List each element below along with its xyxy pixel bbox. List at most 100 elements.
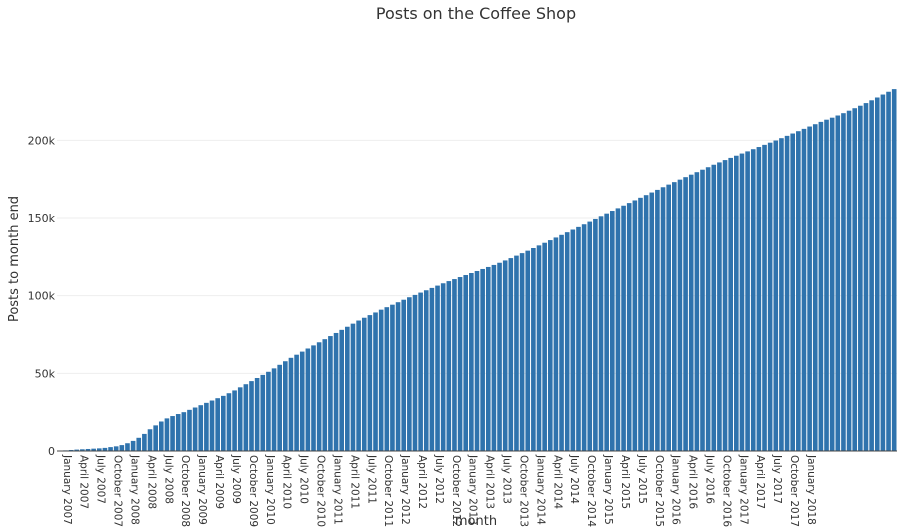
bar xyxy=(553,237,559,451)
bar xyxy=(796,131,801,451)
bar xyxy=(519,253,525,451)
bar xyxy=(254,378,260,451)
bar xyxy=(846,110,852,451)
bar xyxy=(350,323,356,451)
x-tick-label: July 2013 xyxy=(501,454,513,504)
bar xyxy=(198,405,204,451)
bar xyxy=(474,270,480,451)
x-tick-label: January 2010 xyxy=(264,454,276,525)
x-tick-label: January 2015 xyxy=(602,454,614,525)
bar xyxy=(750,149,756,451)
bar xyxy=(221,395,226,451)
bar xyxy=(108,447,113,451)
x-tick-label: April 2015 xyxy=(619,455,631,509)
bar xyxy=(271,368,277,451)
bar xyxy=(181,412,187,451)
bar xyxy=(125,443,130,451)
bars xyxy=(57,89,897,452)
bar xyxy=(384,307,390,451)
bar xyxy=(260,374,266,451)
bar xyxy=(705,167,711,452)
bar xyxy=(226,393,232,451)
bar xyxy=(457,277,463,451)
x-tick-label: January 2017 xyxy=(737,454,749,525)
bar xyxy=(96,448,102,451)
bar xyxy=(80,449,85,451)
bar xyxy=(452,279,457,451)
bar xyxy=(192,407,198,451)
x-tick-label: April 2017 xyxy=(754,455,766,509)
x-tick-label: April 2010 xyxy=(281,455,293,509)
bar xyxy=(531,248,536,451)
x-tick-label: April 2007 xyxy=(78,455,90,509)
x-tick-label: July 2016 xyxy=(704,454,716,504)
bar xyxy=(68,449,74,451)
bar xyxy=(412,294,418,451)
x-tick-label: October 2009 xyxy=(247,455,259,527)
bar xyxy=(311,345,316,451)
x-tick-label: July 2014 xyxy=(568,454,580,504)
bar xyxy=(649,192,655,452)
bar xyxy=(367,315,373,451)
bar xyxy=(581,224,587,451)
bar xyxy=(547,240,553,451)
bar xyxy=(294,354,299,451)
bar xyxy=(407,297,412,451)
bar xyxy=(204,402,209,451)
x-tick-label: July 2011 xyxy=(365,454,377,504)
bar xyxy=(102,447,108,451)
bar xyxy=(237,387,243,451)
bar xyxy=(74,449,80,451)
bar xyxy=(835,115,841,451)
y-tick-label: 200k xyxy=(28,134,56,147)
bar xyxy=(874,97,880,452)
x-tick-label: January 2016 xyxy=(670,454,682,525)
bar xyxy=(305,348,311,451)
bar xyxy=(626,203,632,451)
y-tick-label: 100k xyxy=(28,290,56,303)
x-tick-label: July 2007 xyxy=(95,454,107,504)
bar xyxy=(440,283,446,451)
bar xyxy=(717,162,722,452)
x-tick-label: January 2007 xyxy=(61,454,73,525)
bar xyxy=(497,262,502,451)
bar xyxy=(880,94,886,451)
y-tick-label: 50k xyxy=(35,367,56,380)
bar xyxy=(824,119,829,451)
bar xyxy=(677,179,683,451)
bar xyxy=(356,320,361,451)
bar xyxy=(756,147,762,452)
bar xyxy=(621,205,626,451)
y-axis-title: Posts to month end xyxy=(7,196,22,322)
bar xyxy=(587,221,593,451)
bar xyxy=(728,157,733,451)
bar xyxy=(812,124,818,452)
bar xyxy=(277,364,282,451)
bar xyxy=(446,281,452,451)
bar xyxy=(784,135,790,452)
x-tick-label: January 2018 xyxy=(805,454,817,525)
x-tick-label: January 2013 xyxy=(467,454,479,525)
bar xyxy=(722,160,728,451)
y-axis-ticks: 0 50k 100k 150k 200k xyxy=(28,134,56,458)
bar xyxy=(655,189,660,451)
x-tick-label: October 2008 xyxy=(179,455,191,527)
bar xyxy=(339,329,345,451)
bar xyxy=(333,332,339,451)
bar xyxy=(869,100,874,451)
bar xyxy=(773,140,779,451)
bar xyxy=(559,234,564,451)
bar xyxy=(164,418,170,451)
bar xyxy=(700,169,705,451)
bar xyxy=(153,425,158,451)
bar xyxy=(666,184,671,451)
x-tick-label: October 2014 xyxy=(585,455,597,527)
bar xyxy=(683,177,688,452)
bar xyxy=(863,103,869,451)
x-tick-label: April 2013 xyxy=(484,455,496,509)
bar xyxy=(249,381,254,451)
bar xyxy=(576,226,581,451)
bar xyxy=(390,304,395,451)
bar xyxy=(378,309,384,451)
